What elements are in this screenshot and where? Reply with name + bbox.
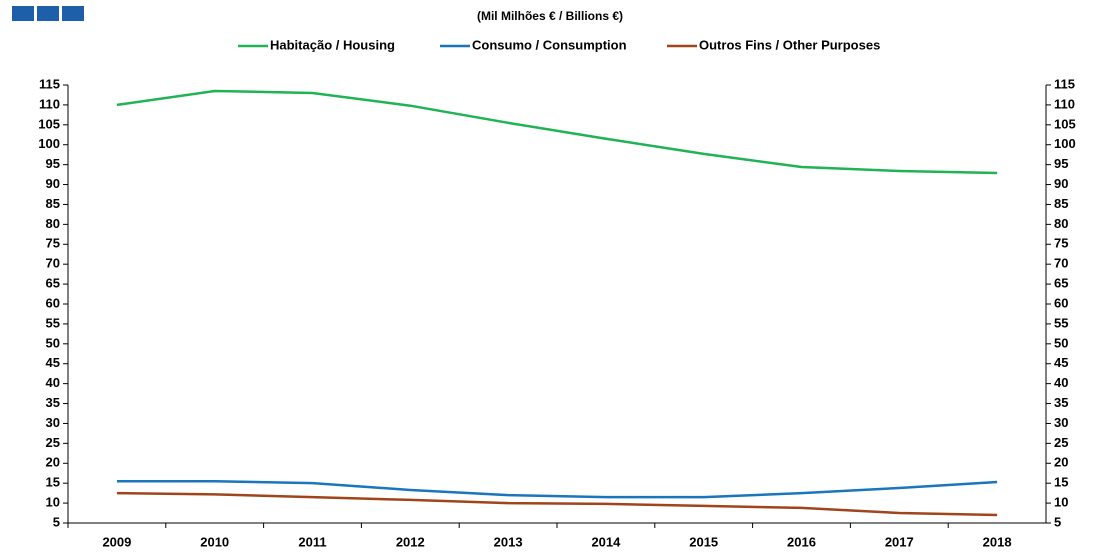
- y-tick-label: 20: [46, 455, 60, 470]
- y-tick-label: 75: [46, 236, 60, 251]
- y2-tick-label: 10: [1054, 495, 1068, 510]
- y-tick-label: 100: [38, 136, 60, 151]
- y-tick-label: 115: [39, 76, 60, 91]
- legend-label: Outros Fins / Other Purposes: [699, 37, 880, 52]
- y2-tick-label: 20: [1054, 455, 1068, 470]
- legend-label: Habitação / Housing: [270, 37, 395, 52]
- logo-block: [37, 6, 59, 21]
- y-tick-label: 30: [46, 415, 60, 430]
- y2-tick-label: 100: [1054, 136, 1076, 151]
- y-tick-label: 85: [46, 196, 60, 211]
- y-tick-label: 55: [46, 315, 60, 330]
- y-tick-label: 10: [46, 495, 60, 510]
- y2-tick-label: 65: [1054, 276, 1068, 291]
- y2-tick-label: 75: [1054, 236, 1068, 251]
- y-tick-label: 50: [46, 335, 60, 350]
- y-tick-label: 60: [46, 295, 60, 310]
- y-tick-label: 105: [38, 116, 60, 131]
- y2-tick-label: 40: [1054, 375, 1068, 390]
- x-tick-label: 2010: [200, 534, 229, 549]
- legend-label: Consumo / Consumption: [472, 37, 627, 52]
- y2-tick-label: 5: [1054, 514, 1061, 529]
- x-tick-label: 2009: [102, 534, 131, 549]
- series-line: [116, 491, 998, 517]
- chart-subtitle: (Mil Milhões € / Billions €): [477, 9, 623, 23]
- y2-tick-label: 35: [1054, 395, 1068, 410]
- logo-block: [12, 6, 34, 21]
- y-tick-label: 25: [46, 435, 60, 450]
- y2-tick-label: 25: [1054, 435, 1068, 450]
- y-tick-label: 5: [53, 514, 60, 529]
- y-tick-label: 70: [46, 256, 60, 271]
- series-line: [116, 89, 998, 175]
- x-tick-label: 2011: [298, 534, 326, 549]
- y2-tick-label: 110: [1054, 96, 1075, 111]
- x-tick-label: 2015: [689, 534, 718, 549]
- y2-tick-label: 80: [1054, 216, 1068, 231]
- x-tick-label: 2018: [983, 534, 1012, 549]
- y-tick-label: 110: [39, 96, 60, 111]
- x-tick-label: 2014: [591, 534, 621, 549]
- y2-tick-label: 30: [1054, 415, 1068, 430]
- x-tick-label: 2012: [396, 534, 425, 549]
- y2-tick-label: 55: [1054, 315, 1068, 330]
- x-tick-label: 2013: [494, 534, 523, 549]
- y-tick-label: 95: [46, 156, 60, 171]
- y2-tick-label: 90: [1054, 176, 1068, 191]
- y-tick-label: 35: [46, 395, 60, 410]
- y2-tick-label: 70: [1054, 256, 1068, 271]
- y-tick-label: 45: [46, 355, 60, 370]
- y-tick-label: 80: [46, 216, 60, 231]
- y-tick-label: 15: [46, 475, 60, 490]
- y-tick-label: 65: [46, 276, 60, 291]
- logo: [12, 6, 84, 21]
- y-tick-label: 40: [46, 375, 60, 390]
- x-tick-label: 2016: [787, 534, 816, 549]
- y2-tick-label: 50: [1054, 335, 1068, 350]
- y2-tick-label: 15: [1054, 475, 1068, 490]
- series-line: [116, 479, 998, 499]
- y2-tick-label: 115: [1054, 76, 1075, 91]
- y2-tick-label: 45: [1054, 355, 1068, 370]
- y2-tick-label: 60: [1054, 295, 1068, 310]
- y-tick-label: 90: [46, 176, 60, 191]
- logo-block: [62, 6, 84, 21]
- y2-tick-label: 105: [1054, 116, 1076, 131]
- y2-tick-label: 85: [1054, 196, 1068, 211]
- y2-tick-label: 95: [1054, 156, 1068, 171]
- x-tick-label: 2017: [885, 534, 914, 549]
